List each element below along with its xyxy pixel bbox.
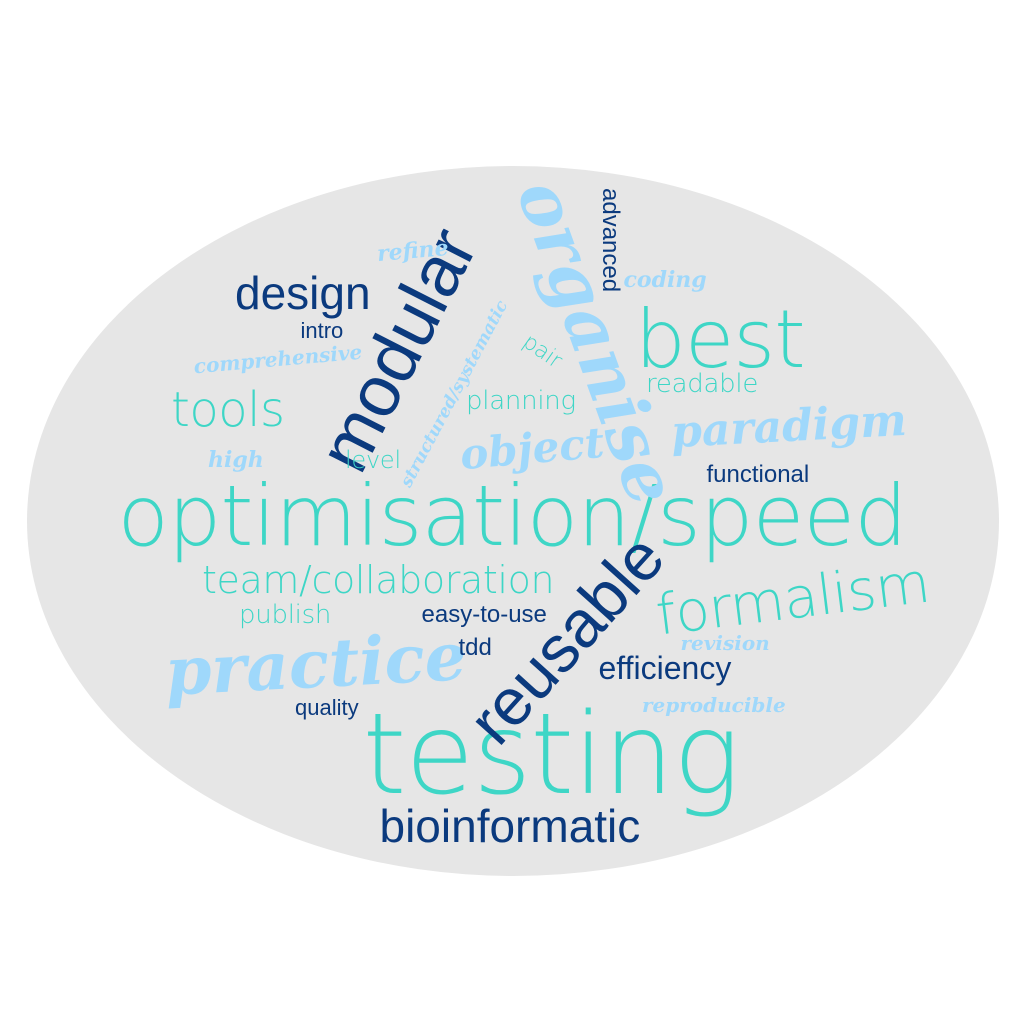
word-practice: practice bbox=[163, 617, 469, 711]
word-tools: tools bbox=[171, 382, 285, 438]
word-readable: readable bbox=[646, 369, 759, 399]
word-bioinformatic: bioinformatic bbox=[379, 800, 641, 852]
cloud-oval-background bbox=[27, 166, 999, 876]
word-level: level bbox=[345, 446, 401, 474]
word-quality: quality bbox=[295, 695, 359, 720]
word-publish: publish bbox=[239, 600, 332, 630]
word-paradigm: paradigm bbox=[669, 394, 908, 459]
word-high: high bbox=[208, 447, 264, 473]
word-planning: planning bbox=[466, 386, 576, 416]
word-tdd: tdd bbox=[458, 634, 492, 661]
word-advanced: advanced bbox=[597, 188, 624, 293]
word-efficiency: efficiency bbox=[598, 650, 732, 686]
word-best: best bbox=[635, 293, 806, 386]
word-object: object bbox=[458, 417, 607, 480]
word-reproducible: reproducible bbox=[642, 693, 786, 717]
word-revision: revision bbox=[680, 631, 770, 655]
word-optimisation-speed: optimisation/speed bbox=[117, 467, 908, 565]
word-design: design bbox=[235, 267, 371, 319]
word-refine: refine bbox=[376, 234, 450, 268]
word-functional: functional bbox=[706, 461, 810, 488]
word-team-collaboration: team/collaboration bbox=[202, 558, 555, 602]
word-easy-to-use: easy-to-use bbox=[421, 601, 547, 628]
word-testing: testing bbox=[362, 690, 741, 820]
word-intro: intro bbox=[300, 318, 344, 343]
word-coding: coding bbox=[623, 267, 707, 293]
